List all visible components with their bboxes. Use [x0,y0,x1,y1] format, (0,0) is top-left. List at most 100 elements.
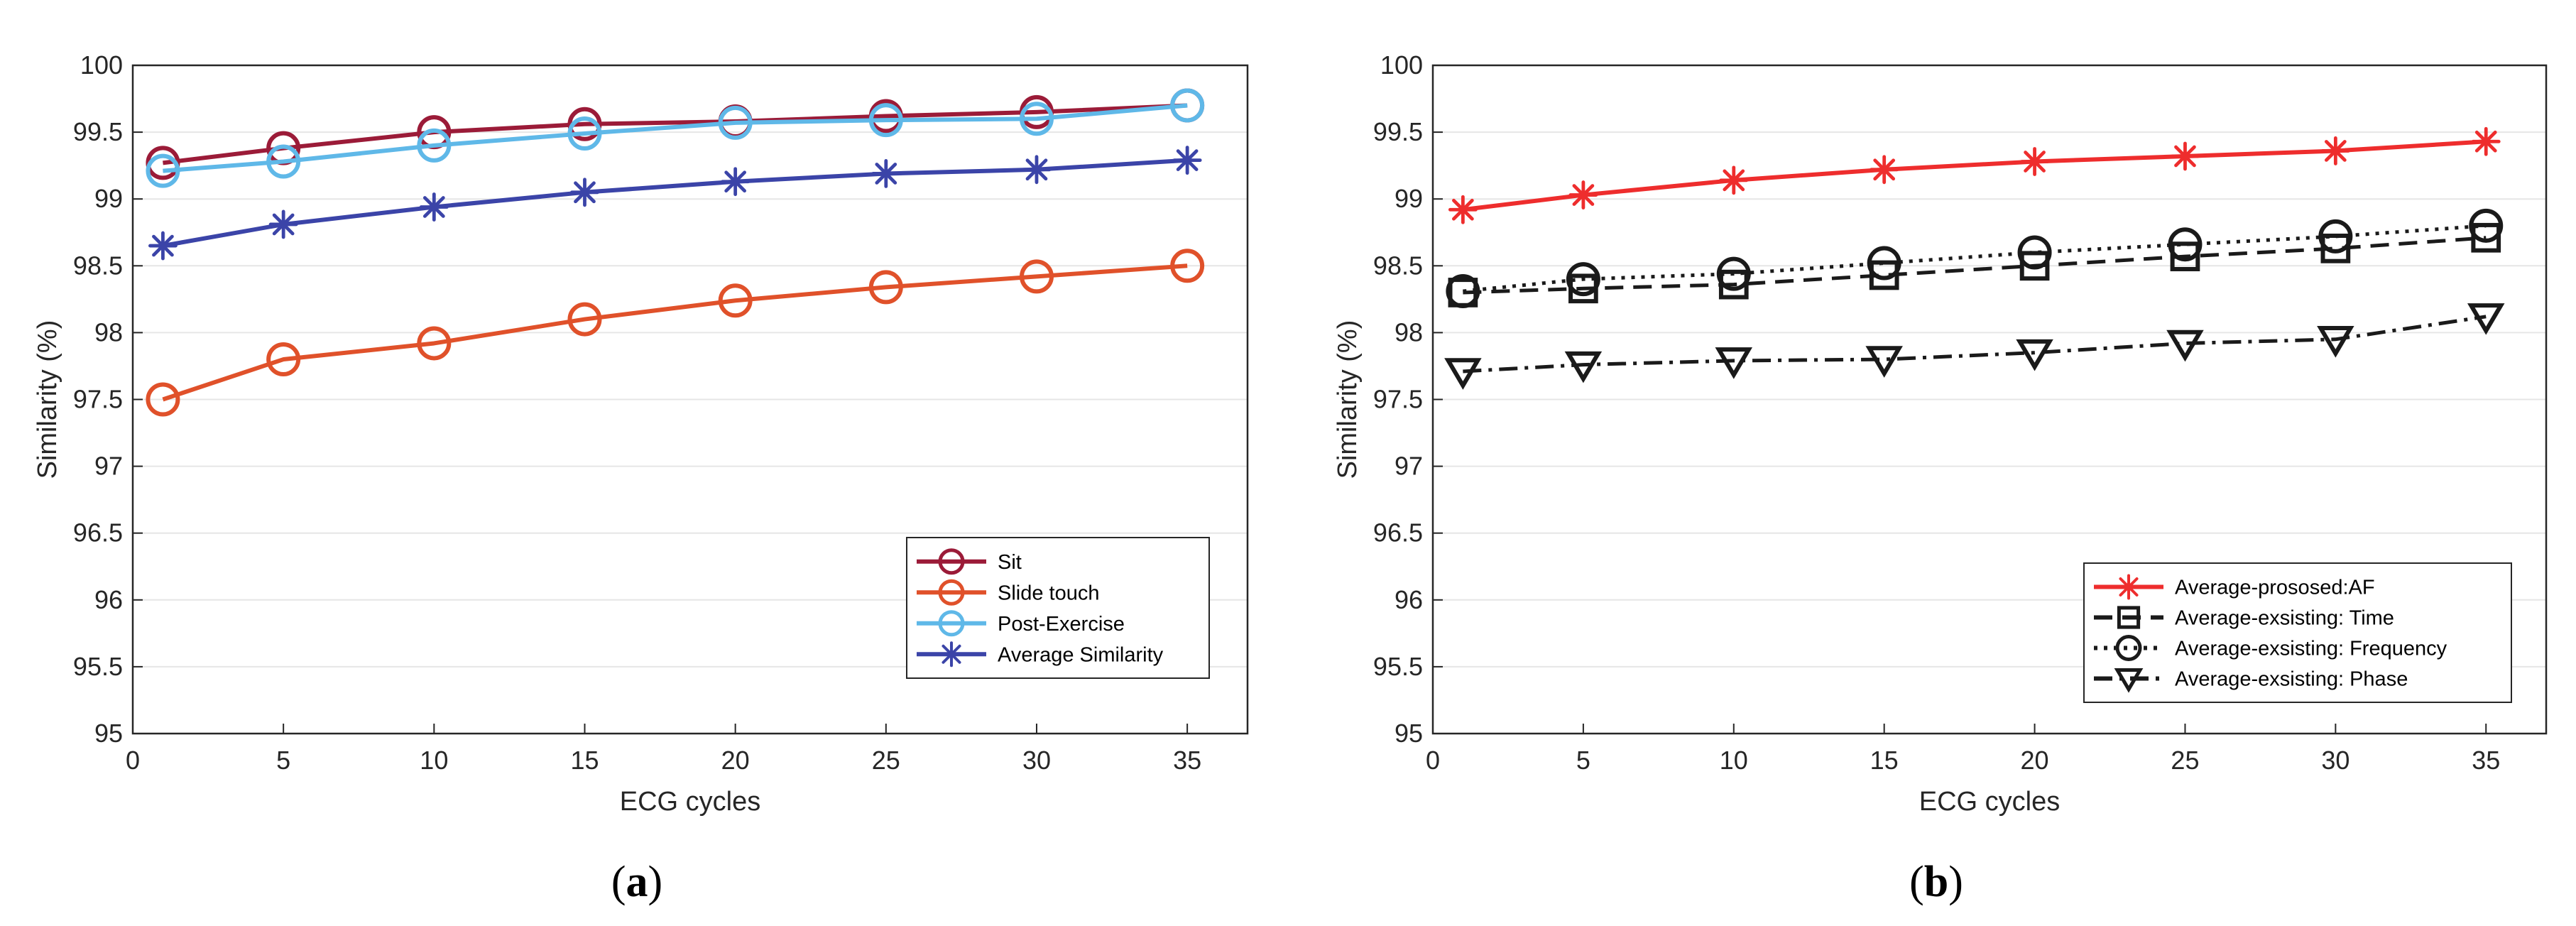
data-point [570,178,599,207]
legend-marker [2116,574,2141,600]
asterisk-stroke [1572,184,1595,206]
series-line [162,158,1188,249]
data-point [1865,346,1903,378]
y-tick-label: 96 [1395,585,1423,614]
legend-marker [2114,668,2144,693]
data-point [266,342,301,377]
y-tick-label: 97 [94,452,123,481]
y-tick-label: 95 [1395,719,1423,748]
legend-marker [939,641,964,668]
x-tick-label: 0 [126,746,140,775]
x-tick-label: 25 [2171,746,2199,775]
data-point [1444,358,1482,390]
data-point [1568,180,1598,209]
x-tick-label: 5 [276,746,290,775]
legend-marker [2117,606,2141,629]
data-point [1715,347,1753,379]
asterisk-stroke [2119,577,2139,597]
chart-panel-b: 95 95.5 96 96.5 97 97.5 98 98.5 99 99.5 100 0 5 10 15 2… [1333,50,2548,906]
legend-label: Sit [998,551,1022,574]
x-tick-label: 10 [1720,746,1748,775]
y-tick-label: 98.5 [73,251,123,280]
data-point [1716,256,1751,291]
series-line [163,103,1188,165]
y-tick-label: 99 [1395,184,1423,213]
data-point [868,103,903,138]
legend-marker [938,548,965,575]
asterisk-stroke [2024,151,2046,173]
series-line [1463,224,2487,293]
legend-label: Average-prososed:AF [2175,577,2375,599]
data-point [1564,351,1603,383]
data-point [2318,219,2353,254]
data-point [1170,88,1205,123]
axes-box [1431,64,2548,735]
legend-marker [938,610,965,637]
series-line [162,263,1188,402]
data-point [721,167,751,197]
asterisk-stroke [875,163,897,185]
data-point [567,302,602,337]
data-point [1170,249,1205,283]
series-line [163,103,1188,173]
data-point [2471,222,2501,253]
x-tick-label: 0 [1426,746,1440,775]
asterisk-stroke [724,170,747,193]
panel-label: (a) [611,858,662,906]
panel-label-close: ) [648,858,663,906]
asterisk-stroke [272,213,295,236]
legend: Sit Slide touch Post-Exercise Average Simil… [906,537,1210,679]
data-point [417,128,452,163]
asterisk-stroke [1723,169,1745,192]
data-point [266,144,301,179]
series-average-exsisting-frequency [1446,208,2504,309]
legend-label: Average-exsisting: Time [2175,607,2394,630]
legend-label: Slide touch [998,582,1100,604]
legend-label: Post-Exercise [998,613,1125,636]
data-point [718,283,753,318]
data-point [1719,165,1749,195]
data-point [2019,251,2050,281]
data-point [417,326,452,361]
data-point [2320,233,2351,263]
x-axis-label: ECG cycles [620,787,760,817]
asterisk-stroke [152,234,174,257]
asterisk-stroke [1176,149,1199,171]
asterisk-stroke [1452,198,1474,221]
legend-marker [938,579,965,606]
y-tick-label: 95.5 [1373,652,1423,681]
data-point [567,107,602,141]
data-point [2471,126,2501,156]
data-point [1019,102,1054,136]
y-axis-label: Similarity (%) [1333,320,1363,479]
data-point [148,231,178,261]
data-point [2170,241,2200,271]
y-tick-label: 99 [94,184,123,213]
panel-label: (b) [1909,858,1963,906]
series-line [1463,139,2487,212]
asterisk-stroke [942,644,961,664]
series-line [1463,315,2487,374]
data-point [1022,155,1052,185]
data-point [2016,339,2053,371]
data-point [1019,259,1054,294]
x-tick-label: 15 [1870,746,1899,775]
panel-label-letter: a [626,858,648,906]
legend: Average-prososed:AF Average-exsisting: Ti… [2083,562,2512,703]
series-average-similarity [148,146,1202,261]
x-tick-label: 30 [2321,746,2349,775]
data-point [1448,195,1478,224]
axes-box [131,64,1249,735]
series-average-exsisting-phase [1444,303,2505,390]
series-post-exercise [146,88,1205,188]
panel-label-open: ( [1909,858,1924,906]
data-point [2320,136,2350,165]
panel-label-open: ( [611,858,626,906]
data-point [146,153,180,188]
x-tick-label: 25 [872,746,900,775]
asterisk-stroke [2474,130,2497,153]
asterisk-stroke [422,196,445,218]
y-tick-label: 97.5 [1373,385,1423,414]
y-tick-label: 100 [80,50,123,80]
